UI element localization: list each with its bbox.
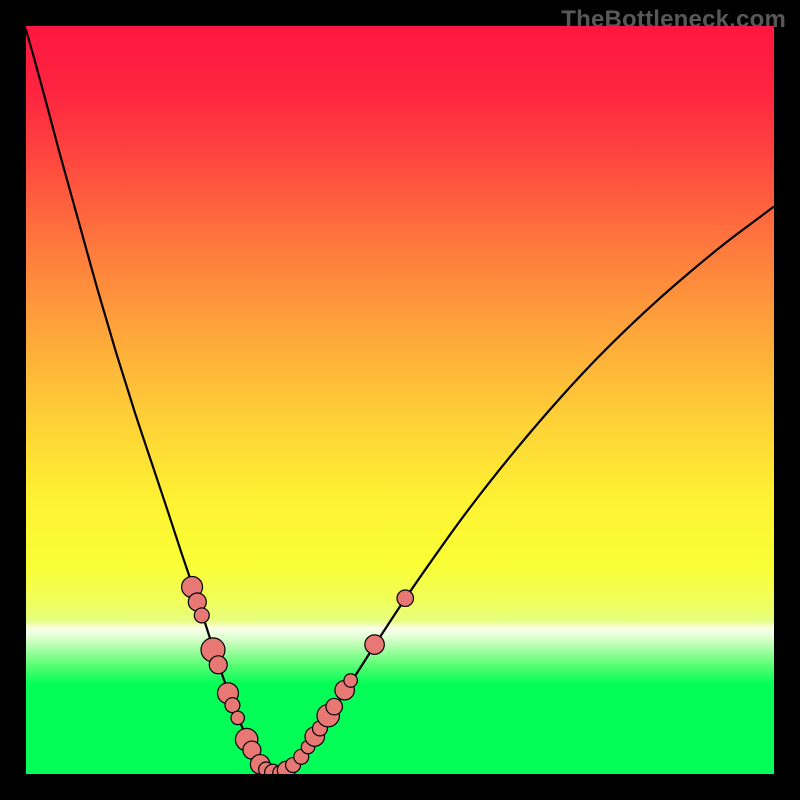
bead-marker: [209, 656, 227, 674]
gradient-background: [26, 26, 774, 774]
bead-marker: [344, 674, 357, 687]
bead-marker: [326, 698, 342, 714]
bead-marker: [194, 608, 209, 623]
bead-marker: [231, 711, 244, 724]
bead-marker: [365, 635, 384, 654]
chart-frame: TheBottleneck.com: [0, 0, 800, 800]
chart-plot: [26, 26, 774, 774]
bead-marker: [397, 590, 413, 606]
bead-marker: [225, 698, 240, 713]
